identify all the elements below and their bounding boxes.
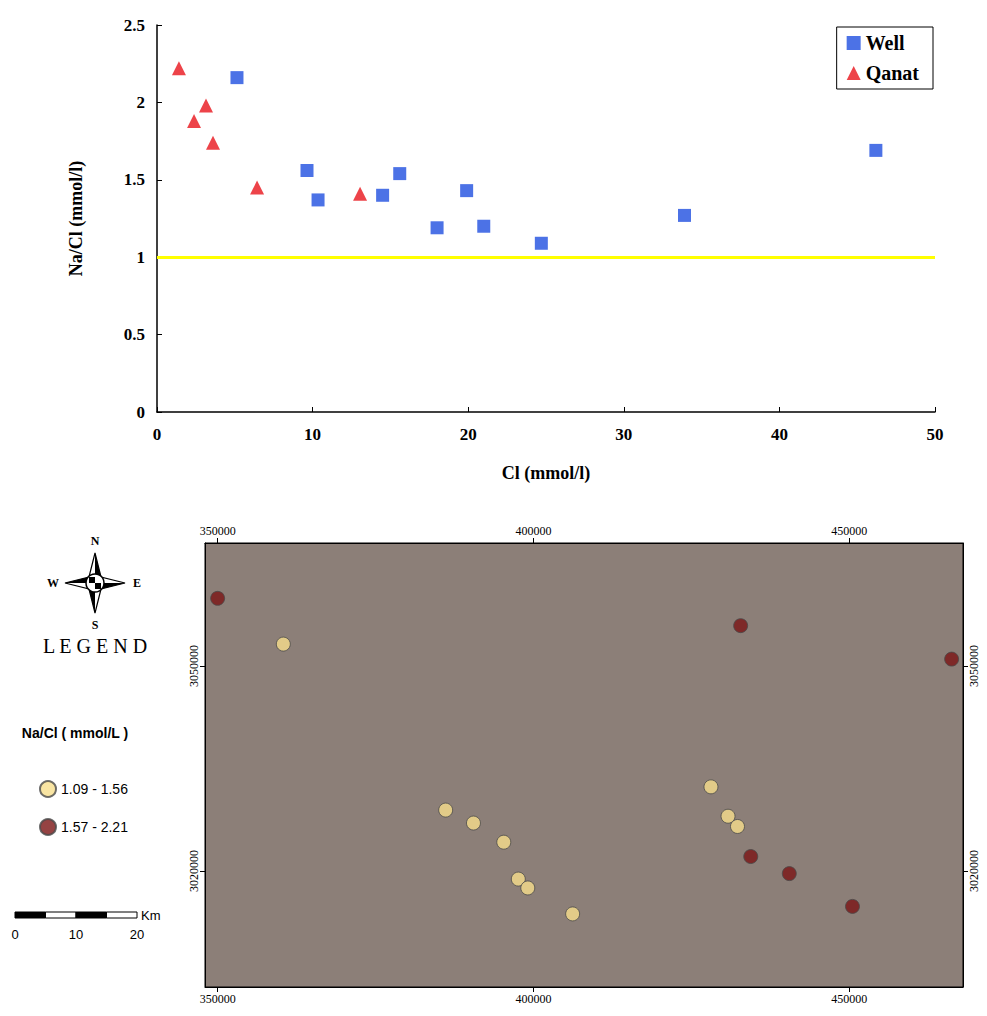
- svg-text:3020000: 3020000: [967, 850, 981, 892]
- svg-text:N: N: [91, 534, 100, 548]
- svg-text:400000: 400000: [515, 524, 551, 538]
- svg-text:450000: 450000: [831, 524, 867, 538]
- svg-text:1.09 - 1.56: 1.09 - 1.56: [61, 781, 128, 797]
- svg-text:20: 20: [460, 425, 477, 444]
- svg-text:1.5: 1.5: [124, 170, 145, 189]
- svg-text:Km: Km: [141, 908, 161, 923]
- svg-text:0.5: 0.5: [124, 325, 145, 344]
- svg-text:0: 0: [11, 927, 18, 942]
- svg-text:1.57 - 2.21: 1.57 - 2.21: [61, 819, 128, 835]
- svg-text:0: 0: [137, 403, 146, 422]
- svg-text:350000: 350000: [200, 992, 236, 1006]
- svg-text:3020000: 3020000: [187, 850, 201, 892]
- svg-text:3050000: 3050000: [187, 645, 201, 687]
- svg-text:Na/Cl (mmol/l): Na/Cl (mmol/l): [66, 161, 87, 276]
- svg-text:L E G E N D: L E G E N D: [43, 635, 147, 657]
- svg-text:1: 1: [137, 248, 146, 267]
- svg-text:40: 40: [771, 425, 788, 444]
- svg-text:3050000: 3050000: [967, 645, 981, 687]
- svg-text:400000: 400000: [515, 992, 551, 1006]
- svg-text:450000: 450000: [831, 992, 867, 1006]
- svg-text:350000: 350000: [200, 524, 236, 538]
- svg-text:Cl (mmol/l): Cl (mmol/l): [502, 463, 590, 484]
- svg-text:Na/Cl ( mmol/L ): Na/Cl ( mmol/L ): [22, 725, 128, 741]
- svg-text:W: W: [47, 576, 59, 590]
- svg-text:0: 0: [153, 425, 162, 444]
- svg-text:E: E: [133, 576, 141, 590]
- svg-text:Qanat: Qanat: [866, 62, 920, 84]
- svg-text:20: 20: [130, 927, 144, 942]
- svg-text:10: 10: [304, 425, 321, 444]
- svg-text:2: 2: [137, 93, 146, 112]
- svg-text:10: 10: [69, 927, 83, 942]
- svg-text:S: S: [92, 618, 99, 632]
- svg-text:2.5: 2.5: [124, 16, 145, 35]
- svg-text:30: 30: [615, 425, 632, 444]
- svg-text:Well: Well: [866, 32, 905, 54]
- svg-text:50: 50: [927, 425, 944, 444]
